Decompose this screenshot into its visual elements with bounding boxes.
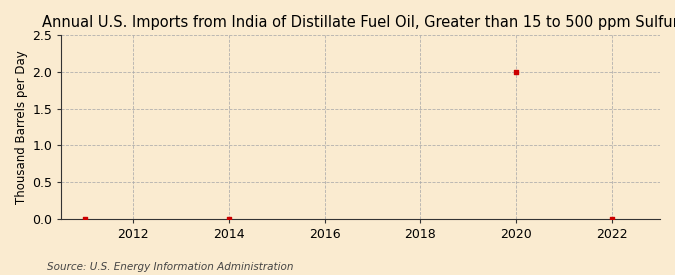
Title: Annual U.S. Imports from India of Distillate Fuel Oil, Greater than 15 to 500 pp: Annual U.S. Imports from India of Distil… xyxy=(43,15,675,30)
Text: Source: U.S. Energy Information Administration: Source: U.S. Energy Information Administ… xyxy=(47,262,294,272)
Point xyxy=(607,216,618,221)
Point xyxy=(511,70,522,74)
Point xyxy=(80,216,90,221)
Point xyxy=(223,216,234,221)
Y-axis label: Thousand Barrels per Day: Thousand Barrels per Day xyxy=(15,50,28,204)
